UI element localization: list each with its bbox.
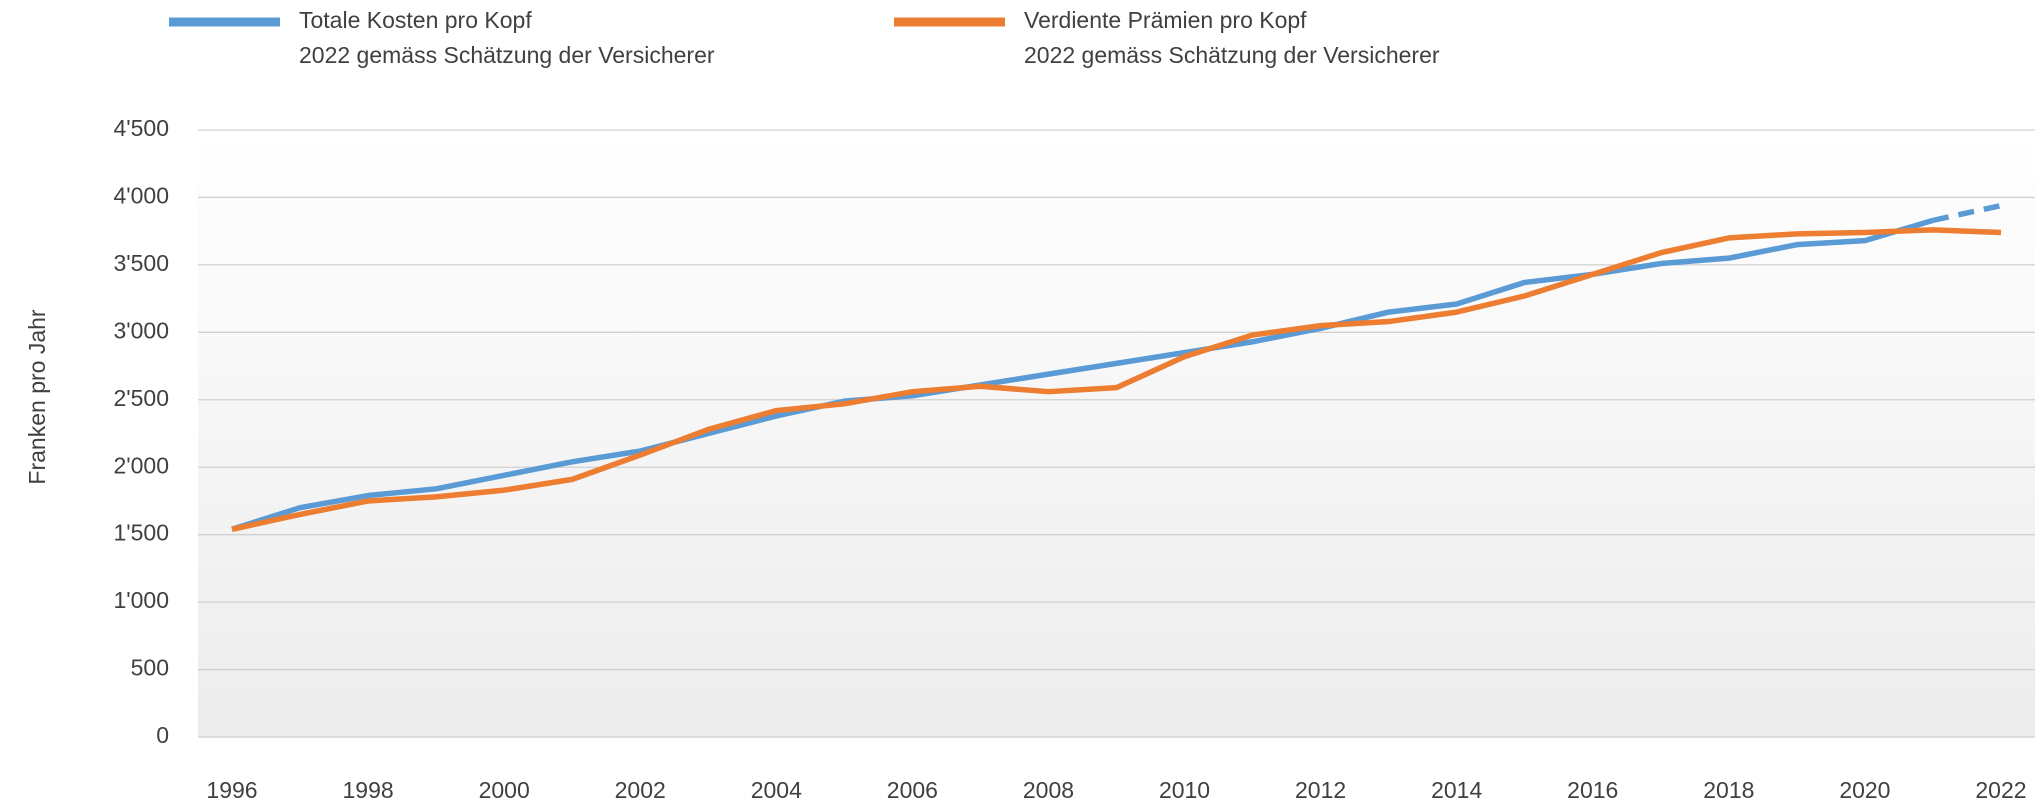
legend-label: Totale Kosten pro Kopf <box>299 7 532 33</box>
x-tick-label: 2006 <box>887 777 938 803</box>
y-tick-label: 0 <box>156 722 169 748</box>
x-tick-label: 2000 <box>479 777 530 803</box>
y-tick-label: 1'000 <box>113 587 169 613</box>
series-line-estimate <box>1932 202 2002 224</box>
x-tick-label: 2020 <box>1839 777 1890 803</box>
plot-background <box>198 130 2035 737</box>
x-tick-label: 2018 <box>1703 777 1754 803</box>
y-tick-label: 3'000 <box>113 317 169 343</box>
x-tick-label: 2016 <box>1567 777 1618 803</box>
y-tick-label: 2'500 <box>113 385 169 411</box>
y-tick-label: 500 <box>131 655 169 681</box>
x-tick-label: 2010 <box>1159 777 1210 803</box>
x-tick-label: 2012 <box>1295 777 1346 803</box>
x-tick-label: 2022 <box>1975 777 2026 803</box>
x-tick-label: 1996 <box>206 777 257 803</box>
y-tick-label: 2'000 <box>113 452 169 478</box>
x-tick-label: 2008 <box>1023 777 1074 803</box>
x-tick-label: 1998 <box>343 777 394 803</box>
y-tick-label: 4'000 <box>113 183 169 209</box>
legend-note: 2022 gemäss Schätzung der Versicherer <box>1024 42 1440 68</box>
y-axis-title: Franken pro Jahr <box>24 309 50 484</box>
x-tick-label: 2004 <box>751 777 802 803</box>
x-tick-label: 2014 <box>1431 777 1482 803</box>
legend-label: Verdiente Prämien pro Kopf <box>1024 7 1307 33</box>
y-tick-label: 4'500 <box>113 115 169 141</box>
y-tick-label: 1'500 <box>113 520 169 546</box>
y-tick-label: 3'500 <box>113 250 169 276</box>
series-line <box>231 227 2002 532</box>
series-line <box>231 217 1934 532</box>
x-tick-label: 2002 <box>615 777 666 803</box>
legend-note: 2022 gemäss Schätzung der Versicherer <box>299 42 715 68</box>
